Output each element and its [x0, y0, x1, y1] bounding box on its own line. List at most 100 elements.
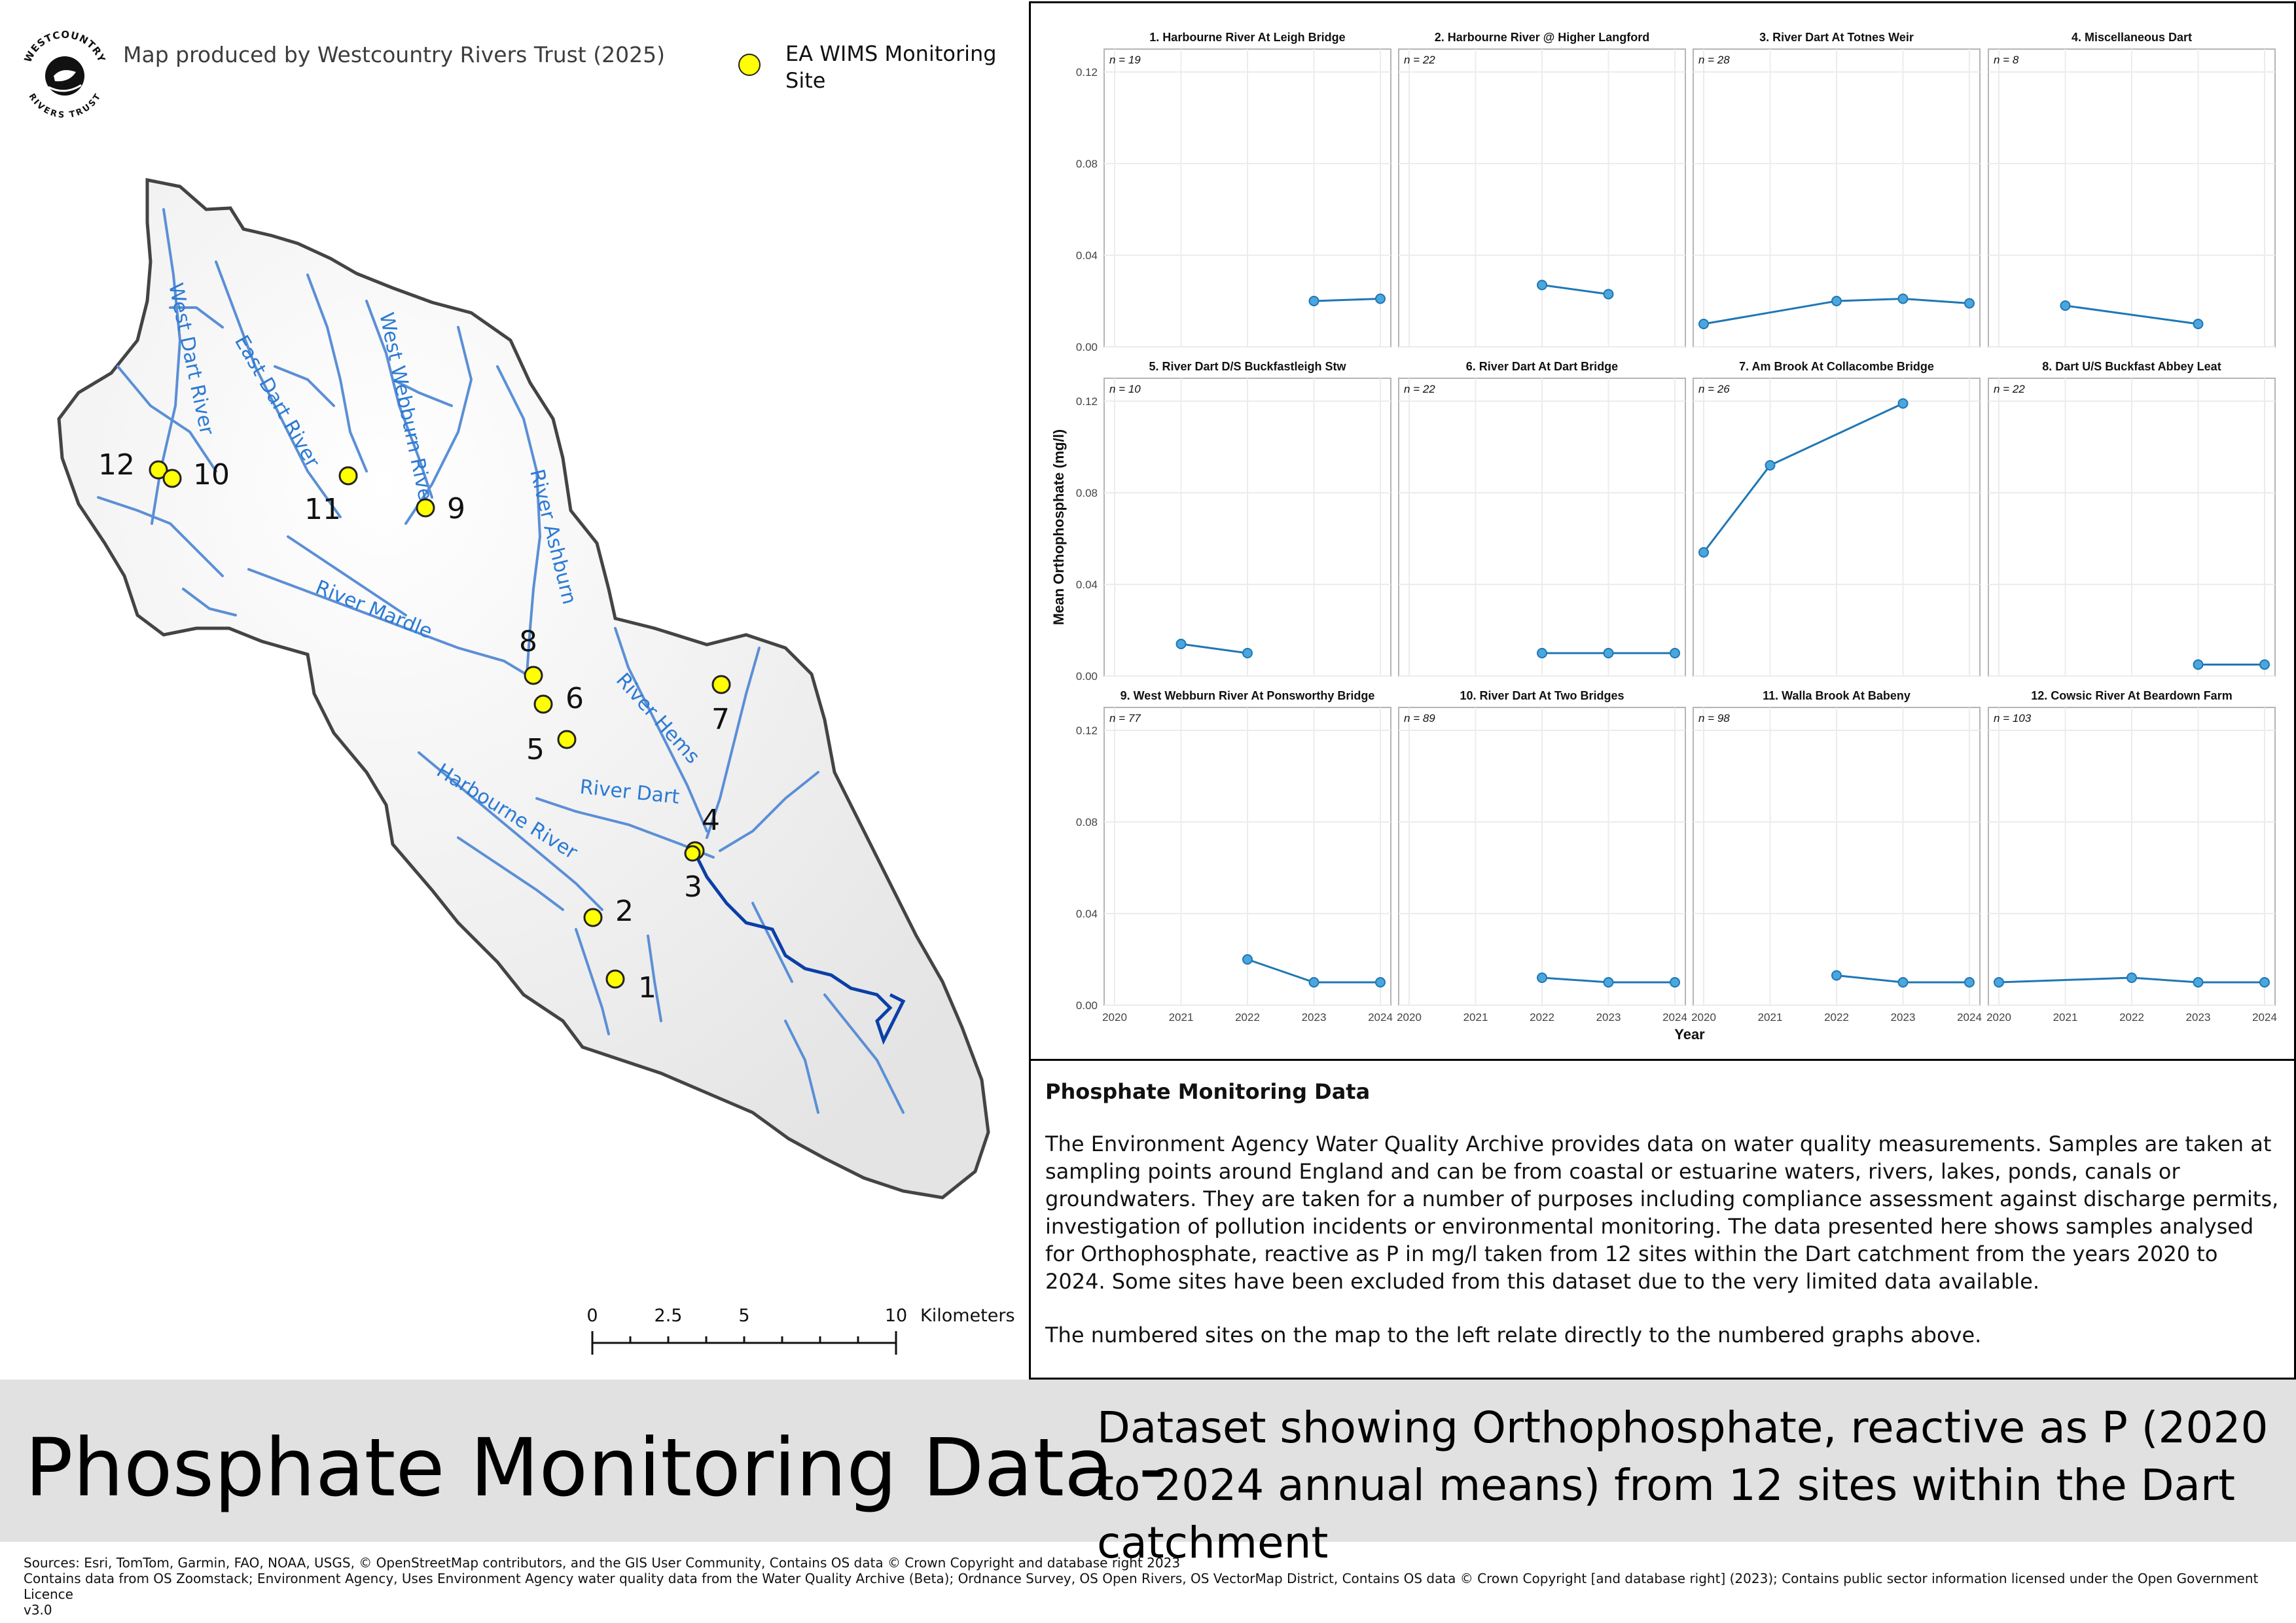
panel-title: 5. River Dart D/S Buckfastleigh Stw — [1149, 360, 1346, 373]
catchment-boundary — [57, 177, 990, 1200]
site-marker-2[interactable] — [583, 908, 603, 927]
y-tick-label: 0.12 — [1076, 395, 1098, 408]
x-tick-label: 2024 — [1957, 1011, 1982, 1024]
panel-n-label: n = 89 — [1404, 712, 1435, 724]
x-tick-label: 2022 — [1530, 1011, 1554, 1024]
site-marker-3[interactable] — [684, 845, 701, 862]
x-tick-label: 2021 — [1169, 1011, 1194, 1024]
info-title: Phosphate Monitoring Data — [1045, 1079, 1371, 1104]
data-point[interactable] — [1603, 289, 1614, 300]
data-point[interactable] — [1375, 293, 1386, 304]
data-point[interactable] — [1537, 279, 1547, 291]
data-point[interactable] — [2060, 300, 2071, 311]
site-marker-9[interactable] — [416, 498, 435, 518]
x-tick-label: 2023 — [1302, 1011, 1327, 1024]
data-point[interactable] — [2259, 977, 2270, 988]
info-paragraph-1: The Environment Agency Water Quality Arc… — [1045, 1132, 2279, 1294]
data-point[interactable] — [1964, 977, 1975, 988]
data-point[interactable] — [1897, 293, 1909, 304]
banner-title: Phosphate Monitoring Data - — [25, 1421, 1168, 1514]
data-point[interactable] — [1698, 319, 1709, 329]
y-tick-label: 0.00 — [1076, 999, 1098, 1012]
series-line — [1998, 976, 2265, 984]
data-point[interactable] — [1537, 648, 1547, 658]
tributary-network — [97, 208, 905, 1114]
series-line — [2065, 304, 2198, 325]
data-point[interactable] — [1537, 972, 1547, 983]
data-point[interactable] — [1964, 298, 1975, 309]
site-label-7: 7 — [711, 703, 730, 736]
x-axis-label: Year — [1674, 1026, 1705, 1043]
data-point[interactable] — [1175, 639, 1187, 649]
data-point[interactable] — [1375, 977, 1386, 988]
x-tick-label: 2024 — [2252, 1011, 2277, 1024]
data-point[interactable] — [2126, 972, 2137, 983]
x-tick-label: 2023 — [1596, 1011, 1621, 1024]
x-tick-label: 2020 — [1397, 1011, 1422, 1024]
site-label-1: 1 — [638, 971, 656, 1005]
data-point[interactable] — [1242, 954, 1253, 965]
site-label-9: 9 — [447, 492, 465, 526]
catchment-map[interactable]: West Dart River East Dart River West Web… — [0, 0, 1029, 1380]
site-label-2: 2 — [615, 895, 634, 928]
x-tick-label: 2022 — [2119, 1011, 2144, 1024]
x-tick-label: 2021 — [1463, 1011, 1488, 1024]
data-point[interactable] — [1603, 977, 1614, 988]
panel-title: 1. Harbourne River At Leigh Bridge — [1149, 31, 1345, 44]
data-point[interactable] — [1831, 296, 1842, 306]
site-marker-11[interactable] — [338, 466, 358, 486]
site-marker-12[interactable] — [149, 460, 168, 480]
data-point[interactable] — [2193, 319, 2204, 329]
x-tick-label: 2024 — [1662, 1011, 1687, 1024]
data-point[interactable] — [1698, 547, 1709, 558]
data-point[interactable] — [1897, 398, 1909, 409]
scale-bar: 0 2.5 5 10 Kilometers — [576, 1302, 1015, 1361]
x-tick-label: 2020 — [1102, 1011, 1127, 1024]
site-marker-1[interactable] — [605, 969, 625, 989]
panel-n-label: n = 77 — [1109, 712, 1141, 724]
info-paragraph-2: The numbered sites on the map to the lef… — [1045, 1323, 1982, 1347]
data-point[interactable] — [1897, 977, 1909, 988]
data-point[interactable] — [1308, 296, 1319, 306]
charts-panel: 1. Harbourne River At Leigh Bridge n = 19… — [1029, 1, 2296, 1061]
data-point[interactable] — [1765, 460, 1776, 471]
panel-title: 6. River Dart At Dart Bridge — [1466, 360, 1618, 373]
site-label-5: 5 — [526, 733, 545, 766]
site-label-11: 11 — [304, 493, 341, 526]
logo-bottom-text: RIVERS TRUST — [26, 92, 102, 120]
panel-n-label: n = 98 — [1698, 712, 1730, 724]
data-point[interactable] — [1670, 648, 1680, 658]
data-point[interactable] — [1242, 648, 1253, 658]
y-tick-label: 0.08 — [1076, 158, 1098, 170]
panel-title: 3. River Dart At Totnes Weir — [1759, 31, 1914, 44]
panel-title: 7. Am Brook At Collacombe Bridge — [1739, 360, 1934, 373]
panel-title: 11. Walla Brook At Babeny — [1763, 689, 1910, 702]
panel-n-label: n = 10 — [1109, 383, 1141, 395]
data-point[interactable] — [1994, 977, 2004, 988]
legend-site-label: EA WIMS Monitoring Site — [785, 41, 997, 93]
data-point[interactable] — [1670, 977, 1680, 988]
y-tick-label: 0.04 — [1076, 579, 1098, 591]
monitoring-sites — [149, 460, 731, 989]
site-label-6: 6 — [565, 682, 584, 715]
westcountry-rivers-trust-logo: WESTCOUNTRY RIVERS TRUST — [22, 29, 107, 120]
y-tick-label: 0.00 — [1076, 341, 1098, 353]
y-tick-label: 0.04 — [1076, 249, 1098, 262]
scalebar-tick-2-5: 2.5 — [654, 1306, 683, 1326]
panel-n-label: n = 22 — [1404, 54, 1435, 66]
y-axis-label: Mean Orthophosphate (mg/l) — [1050, 429, 1067, 625]
site-marker-8[interactable] — [524, 666, 543, 685]
panel-n-label: n = 8 — [1994, 54, 2019, 66]
main-river-dart — [692, 849, 906, 1045]
data-point[interactable] — [1308, 977, 1319, 988]
site-marker-7[interactable] — [711, 675, 731, 694]
site-marker-5[interactable] — [557, 730, 577, 749]
site-marker-6[interactable] — [533, 694, 553, 714]
data-point[interactable] — [2259, 659, 2270, 670]
data-point[interactable] — [2193, 977, 2204, 988]
data-point[interactable] — [1603, 648, 1614, 658]
site-marker-10[interactable] — [162, 469, 182, 488]
data-point[interactable] — [1831, 970, 1842, 981]
data-point[interactable] — [2193, 659, 2204, 670]
site-label-12: 12 — [98, 448, 135, 482]
